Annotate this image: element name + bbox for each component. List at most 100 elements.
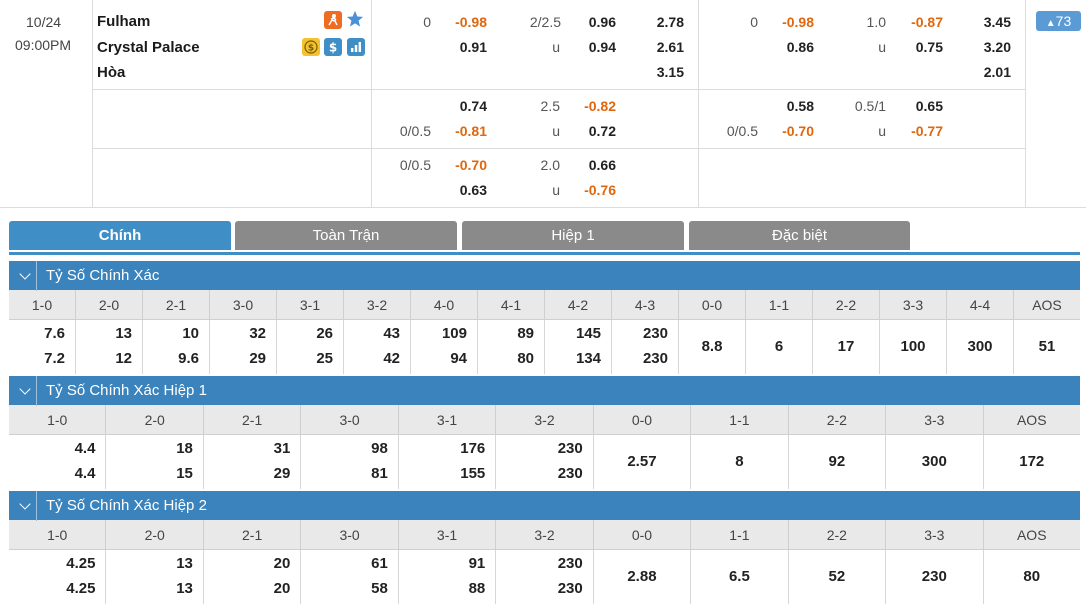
away-score-odds[interactable]: 15 xyxy=(176,465,193,482)
score-odds-cell[interactable]: 13 12 xyxy=(75,320,142,374)
score-odds-cell[interactable]: 31 29 xyxy=(202,435,300,489)
tab-main[interactable]: Chính xyxy=(9,221,231,250)
ou-under-odds[interactable]: 0.94 xyxy=(588,39,616,55)
tab-full-match[interactable]: Toàn Trận xyxy=(235,221,457,250)
home-score-odds[interactable]: 61 xyxy=(371,555,388,572)
home-score-odds[interactable]: 13 xyxy=(115,325,132,342)
score-odds-cell[interactable]: 20 20 xyxy=(202,550,300,604)
home-score-odds[interactable]: 176 xyxy=(460,440,486,457)
home-score-odds[interactable]: 31 xyxy=(273,440,291,457)
ah-home-odds[interactable]: 0.74 xyxy=(459,98,487,114)
more-markets-button[interactable]: ▲73 xyxy=(1036,11,1081,31)
home-score-odds[interactable]: 26 xyxy=(316,325,333,342)
score-odds-cell[interactable]: 51 xyxy=(1013,320,1080,374)
away-score-odds[interactable]: 230 xyxy=(557,465,583,482)
dollar-icon[interactable]: $ xyxy=(324,38,342,56)
score-odds-cell[interactable]: 80 xyxy=(982,550,1080,604)
away-score-odds[interactable]: 230 xyxy=(557,580,583,597)
home-score-odds[interactable]: 145 xyxy=(575,325,601,342)
h1-ah-away-odds[interactable]: -0.70 xyxy=(782,123,814,139)
score-odds-cell[interactable]: 8.8 xyxy=(678,320,745,374)
away-score-odds[interactable]: 13 xyxy=(176,580,193,597)
h1-ou-over-odds[interactable]: -0.87 xyxy=(911,14,943,30)
1x2-draw-odds[interactable]: 3.15 xyxy=(656,64,684,80)
draw-score-odds[interactable]: 2.57 xyxy=(627,453,657,470)
away-score-odds[interactable]: 58 xyxy=(371,580,388,597)
away-score-odds[interactable]: 88 xyxy=(468,580,486,597)
score-odds-cell[interactable]: 92 xyxy=(787,435,885,489)
home-score-odds[interactable]: 4.4 xyxy=(74,440,96,457)
draw-score-odds[interactable]: 8 xyxy=(735,453,744,470)
draw-score-odds[interactable]: 2.88 xyxy=(627,568,657,585)
draw-score-odds[interactable]: 300 xyxy=(921,453,947,470)
home-score-odds[interactable]: 18 xyxy=(176,440,193,457)
draw-score-odds[interactable]: 300 xyxy=(967,338,993,355)
score-odds-cell[interactable]: 43 42 xyxy=(343,320,410,374)
chevron-down-icon[interactable] xyxy=(17,491,37,521)
ah-away-odds[interactable]: 0.91 xyxy=(459,39,487,55)
h1-1x2-draw-odds[interactable]: 2.01 xyxy=(983,64,1011,80)
ah-away-odds[interactable]: -0.81 xyxy=(455,123,487,139)
ah-home-odds[interactable]: -0.70 xyxy=(455,157,487,173)
score-odds-cell[interactable]: 6.5 xyxy=(690,550,787,604)
away-score-odds[interactable]: 20 xyxy=(273,580,291,597)
home-score-odds[interactable]: 109 xyxy=(441,325,467,342)
h1-ah-away-odds[interactable]: 0.86 xyxy=(786,39,814,55)
away-score-odds[interactable]: 80 xyxy=(517,350,534,367)
score-odds-cell[interactable]: 61 58 xyxy=(300,550,397,604)
ou-under-odds[interactable]: -0.76 xyxy=(584,182,616,198)
score-odds-cell[interactable]: 230 230 xyxy=(611,320,678,374)
section-header[interactable]: Tỷ Số Chính Xác Hiệp 1 xyxy=(9,375,1080,406)
section-header[interactable]: Tỷ Số Chính Xác xyxy=(9,260,1080,291)
away-score-odds[interactable]: 9.6 xyxy=(178,350,199,367)
home-score-odds[interactable]: 230 xyxy=(642,325,668,342)
home-score-odds[interactable]: 98 xyxy=(371,440,388,457)
away-score-odds[interactable]: 7.2 xyxy=(44,350,65,367)
away-score-odds[interactable]: 4.4 xyxy=(74,465,96,482)
score-odds-cell[interactable]: 10 9.6 xyxy=(142,320,209,374)
ah-home-odds[interactable]: -0.98 xyxy=(455,14,487,30)
h1-ou-under-odds[interactable]: 0.75 xyxy=(915,39,943,55)
h1-ah-home-odds[interactable]: 0.58 xyxy=(786,98,814,114)
star-icon[interactable] xyxy=(346,10,364,28)
ah-away-odds[interactable]: 0.63 xyxy=(459,182,487,198)
home-score-odds[interactable]: 32 xyxy=(249,325,266,342)
score-odds-cell[interactable]: 18 15 xyxy=(105,435,202,489)
draw-score-odds[interactable]: 6 xyxy=(774,338,784,355)
away-score-odds[interactable]: 81 xyxy=(371,465,388,482)
1x2-home-odds[interactable]: 2.78 xyxy=(656,14,684,30)
score-odds-cell[interactable]: 8 xyxy=(690,435,787,489)
score-odds-cell[interactable]: 100 xyxy=(879,320,946,374)
draw-score-odds[interactable]: 52 xyxy=(828,568,846,585)
score-odds-cell[interactable]: 230 230 xyxy=(495,435,592,489)
h1-1x2-home-odds[interactable]: 3.45 xyxy=(983,14,1011,30)
score-odds-cell[interactable]: 32 29 xyxy=(209,320,276,374)
section-header[interactable]: Tỷ Số Chính Xác Hiệp 2 xyxy=(9,490,1080,521)
score-odds-cell[interactable]: 91 88 xyxy=(397,550,495,604)
stats-icon[interactable] xyxy=(347,38,365,56)
ou-over-odds[interactable]: -0.82 xyxy=(584,98,616,114)
1x2-away-odds[interactable]: 2.61 xyxy=(656,39,684,55)
draw-score-odds[interactable]: 51 xyxy=(1038,338,1056,355)
ou-over-odds[interactable]: 0.66 xyxy=(588,157,616,173)
goal-icon[interactable] xyxy=(324,11,342,29)
home-score-odds[interactable]: 13 xyxy=(176,555,193,572)
score-odds-cell[interactable]: 230 230 xyxy=(495,550,592,604)
h1-ah-home-odds[interactable]: -0.98 xyxy=(782,14,814,30)
away-score-odds[interactable]: 230 xyxy=(642,350,668,367)
home-score-odds[interactable]: 7.6 xyxy=(44,325,65,342)
score-odds-cell[interactable]: 13 13 xyxy=(105,550,202,604)
score-odds-cell[interactable]: 2.88 xyxy=(592,550,690,604)
draw-score-odds[interactable]: 80 xyxy=(1023,568,1041,585)
away-score-odds[interactable]: 42 xyxy=(383,350,400,367)
tab-special[interactable]: Đặc biệt xyxy=(689,221,910,250)
home-score-odds[interactable]: 43 xyxy=(383,325,400,342)
tab-first-half[interactable]: Hiệp 1 xyxy=(462,221,684,250)
score-odds-cell[interactable]: 145 134 xyxy=(544,320,611,374)
home-score-odds[interactable]: 4.25 xyxy=(66,555,96,572)
score-odds-cell[interactable]: 4.25 4.25 xyxy=(9,550,105,604)
away-score-odds[interactable]: 4.25 xyxy=(66,580,96,597)
score-odds-cell[interactable]: 17 xyxy=(812,320,879,374)
ou-under-odds[interactable]: 0.72 xyxy=(588,123,616,139)
away-score-odds[interactable]: 29 xyxy=(249,350,266,367)
